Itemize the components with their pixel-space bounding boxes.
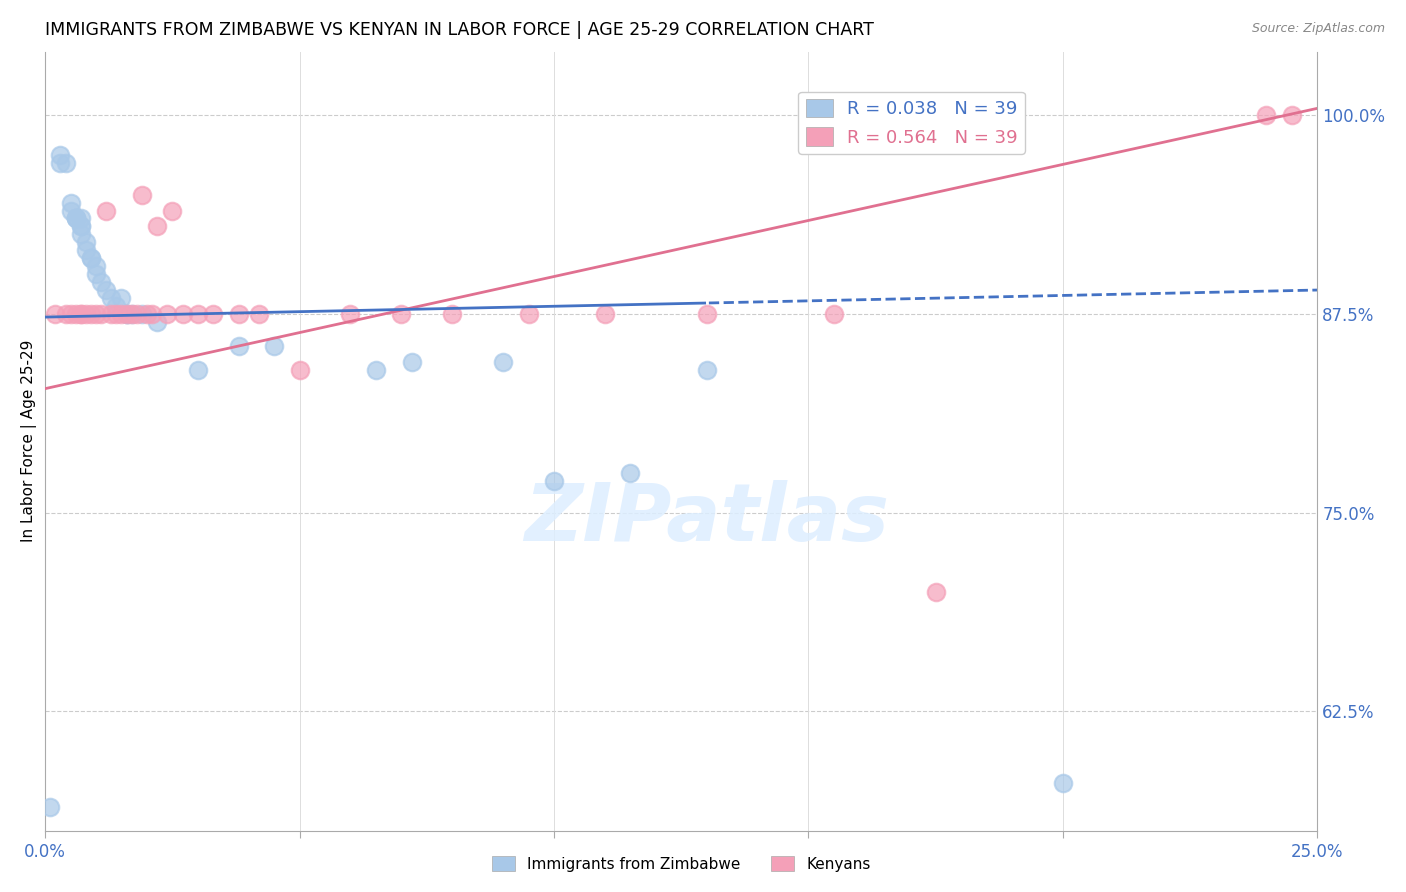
Point [364,362,387,376]
Point [1052,776,1074,790]
Point [389,307,412,321]
Point [75,244,97,258]
Point [69,307,91,321]
Point [39,800,62,814]
Text: IMMIGRANTS FROM ZIMBABWE VS KENYAN IN LABOR FORCE | AGE 25-29 CORRELATION CHART: IMMIGRANTS FROM ZIMBABWE VS KENYAN IN LA… [45,21,875,39]
Point [696,362,718,376]
Point [49,156,72,170]
Point [263,339,285,353]
Point [69,211,91,226]
Point [172,307,194,321]
Point [90,307,112,321]
Point [115,307,138,321]
Point [1281,108,1303,122]
Point [288,362,311,376]
Point [59,307,82,321]
Point [96,283,118,297]
Point [55,156,77,170]
Point [593,307,616,321]
Point [339,307,361,321]
Point [115,307,138,321]
Y-axis label: In Labor Force | Age 25-29: In Labor Force | Age 25-29 [21,340,37,542]
Point [141,307,163,321]
Point [125,307,148,321]
Point [65,211,87,226]
Point [65,307,87,321]
Point [100,291,122,305]
Point [1256,108,1278,122]
Point [69,307,91,321]
Point [121,307,143,321]
Point [228,307,250,321]
Point [146,219,169,234]
Point [69,219,91,234]
Point [110,291,132,305]
Point [162,203,184,218]
Point [100,307,122,321]
Point [228,339,250,353]
Point [187,362,209,376]
Point [80,251,103,265]
Point [110,307,132,321]
Point [44,307,66,321]
Text: Source: ZipAtlas.com: Source: ZipAtlas.com [1251,22,1385,36]
Point [543,474,565,488]
Point [115,307,138,321]
Point [105,299,128,313]
Point [96,203,118,218]
Point [84,259,107,273]
Point [823,307,845,321]
Point [75,235,97,250]
Point [619,466,641,480]
Point [492,354,515,368]
Point [84,267,107,281]
Point [65,211,87,226]
Point [80,307,103,321]
Point [90,275,112,289]
Point [69,219,91,234]
Point [59,195,82,210]
Point [80,251,103,265]
Point [69,227,91,242]
Point [517,307,540,321]
Point [441,307,464,321]
Text: ZIPatlas: ZIPatlas [524,480,889,558]
Point [924,585,946,599]
Point [55,307,77,321]
Point [247,307,270,321]
Point [156,307,179,321]
Point [202,307,225,321]
Point [75,307,97,321]
Point [131,307,153,321]
Point [59,203,82,218]
Legend: Immigrants from Zimbabwe, Kenyans: Immigrants from Zimbabwe, Kenyans [486,849,876,878]
Point [401,354,423,368]
Point [49,148,72,162]
Point [65,211,87,226]
Point [121,307,143,321]
Point [84,307,107,321]
Point [696,307,718,321]
Point [146,315,169,329]
Point [187,307,209,321]
Point [136,307,159,321]
Point [105,307,128,321]
Point [131,187,153,202]
